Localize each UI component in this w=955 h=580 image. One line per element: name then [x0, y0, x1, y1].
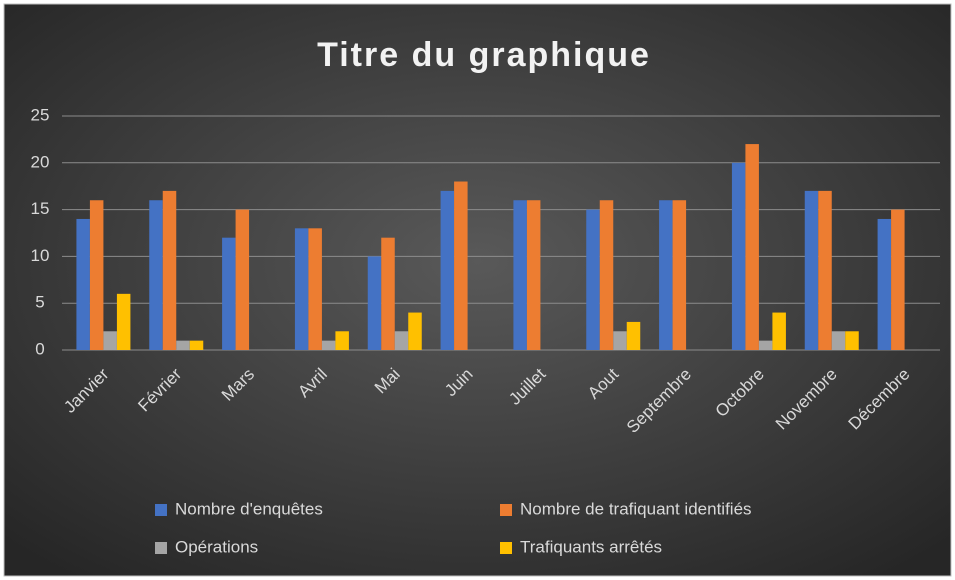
- bar: [454, 181, 468, 350]
- bar: [89, 200, 104, 350]
- y-tick-label: 0: [35, 339, 44, 358]
- legend-label: Trafiquants arrêtés: [520, 537, 662, 556]
- bar: [659, 200, 673, 350]
- bar: [162, 190, 177, 350]
- bar: [772, 312, 786, 350]
- bar: [818, 190, 832, 350]
- bar: [321, 340, 336, 350]
- bar: [235, 209, 250, 350]
- chart-title: Titre du graphique: [317, 36, 651, 74]
- bar: [672, 200, 687, 350]
- legend-label: Nombre de trafiquant identifiés: [520, 499, 752, 518]
- bar: [367, 256, 382, 350]
- bar: [222, 237, 236, 350]
- bar: [394, 331, 409, 350]
- bar: [176, 340, 190, 350]
- y-tick-label: 5: [35, 293, 44, 312]
- bar: [440, 190, 455, 350]
- bar: [731, 162, 746, 350]
- bar: [76, 218, 90, 350]
- bar: [626, 321, 641, 350]
- legend-swatch: [155, 504, 167, 516]
- legend-swatch: [500, 542, 512, 554]
- bar: [103, 331, 117, 350]
- bar: [513, 200, 527, 350]
- y-tick-label: 20: [31, 152, 50, 171]
- bar: [613, 331, 627, 350]
- bar: [758, 340, 773, 350]
- bar: [294, 228, 309, 350]
- legend-swatch: [500, 504, 512, 516]
- bar: [877, 218, 892, 350]
- legend-swatch: [155, 542, 167, 554]
- bar: [381, 237, 395, 350]
- bar: [831, 331, 846, 350]
- bar: [526, 200, 541, 350]
- legend-label: Opérations: [175, 537, 258, 556]
- y-tick-label: 15: [31, 199, 50, 218]
- bar: [149, 200, 163, 350]
- bar: [586, 209, 600, 350]
- bar: [599, 200, 614, 350]
- bar: [804, 190, 819, 350]
- bar: [891, 209, 905, 350]
- bar: [116, 293, 131, 350]
- bar: [845, 331, 859, 350]
- legend-label: Nombre d'enquêtes: [175, 499, 323, 518]
- bar: [335, 331, 349, 350]
- bar: [745, 144, 759, 350]
- bar: [308, 228, 322, 350]
- y-tick-label: 25: [31, 105, 50, 124]
- bar: [408, 312, 422, 350]
- y-tick-label: 10: [31, 246, 50, 265]
- bar: [189, 340, 204, 350]
